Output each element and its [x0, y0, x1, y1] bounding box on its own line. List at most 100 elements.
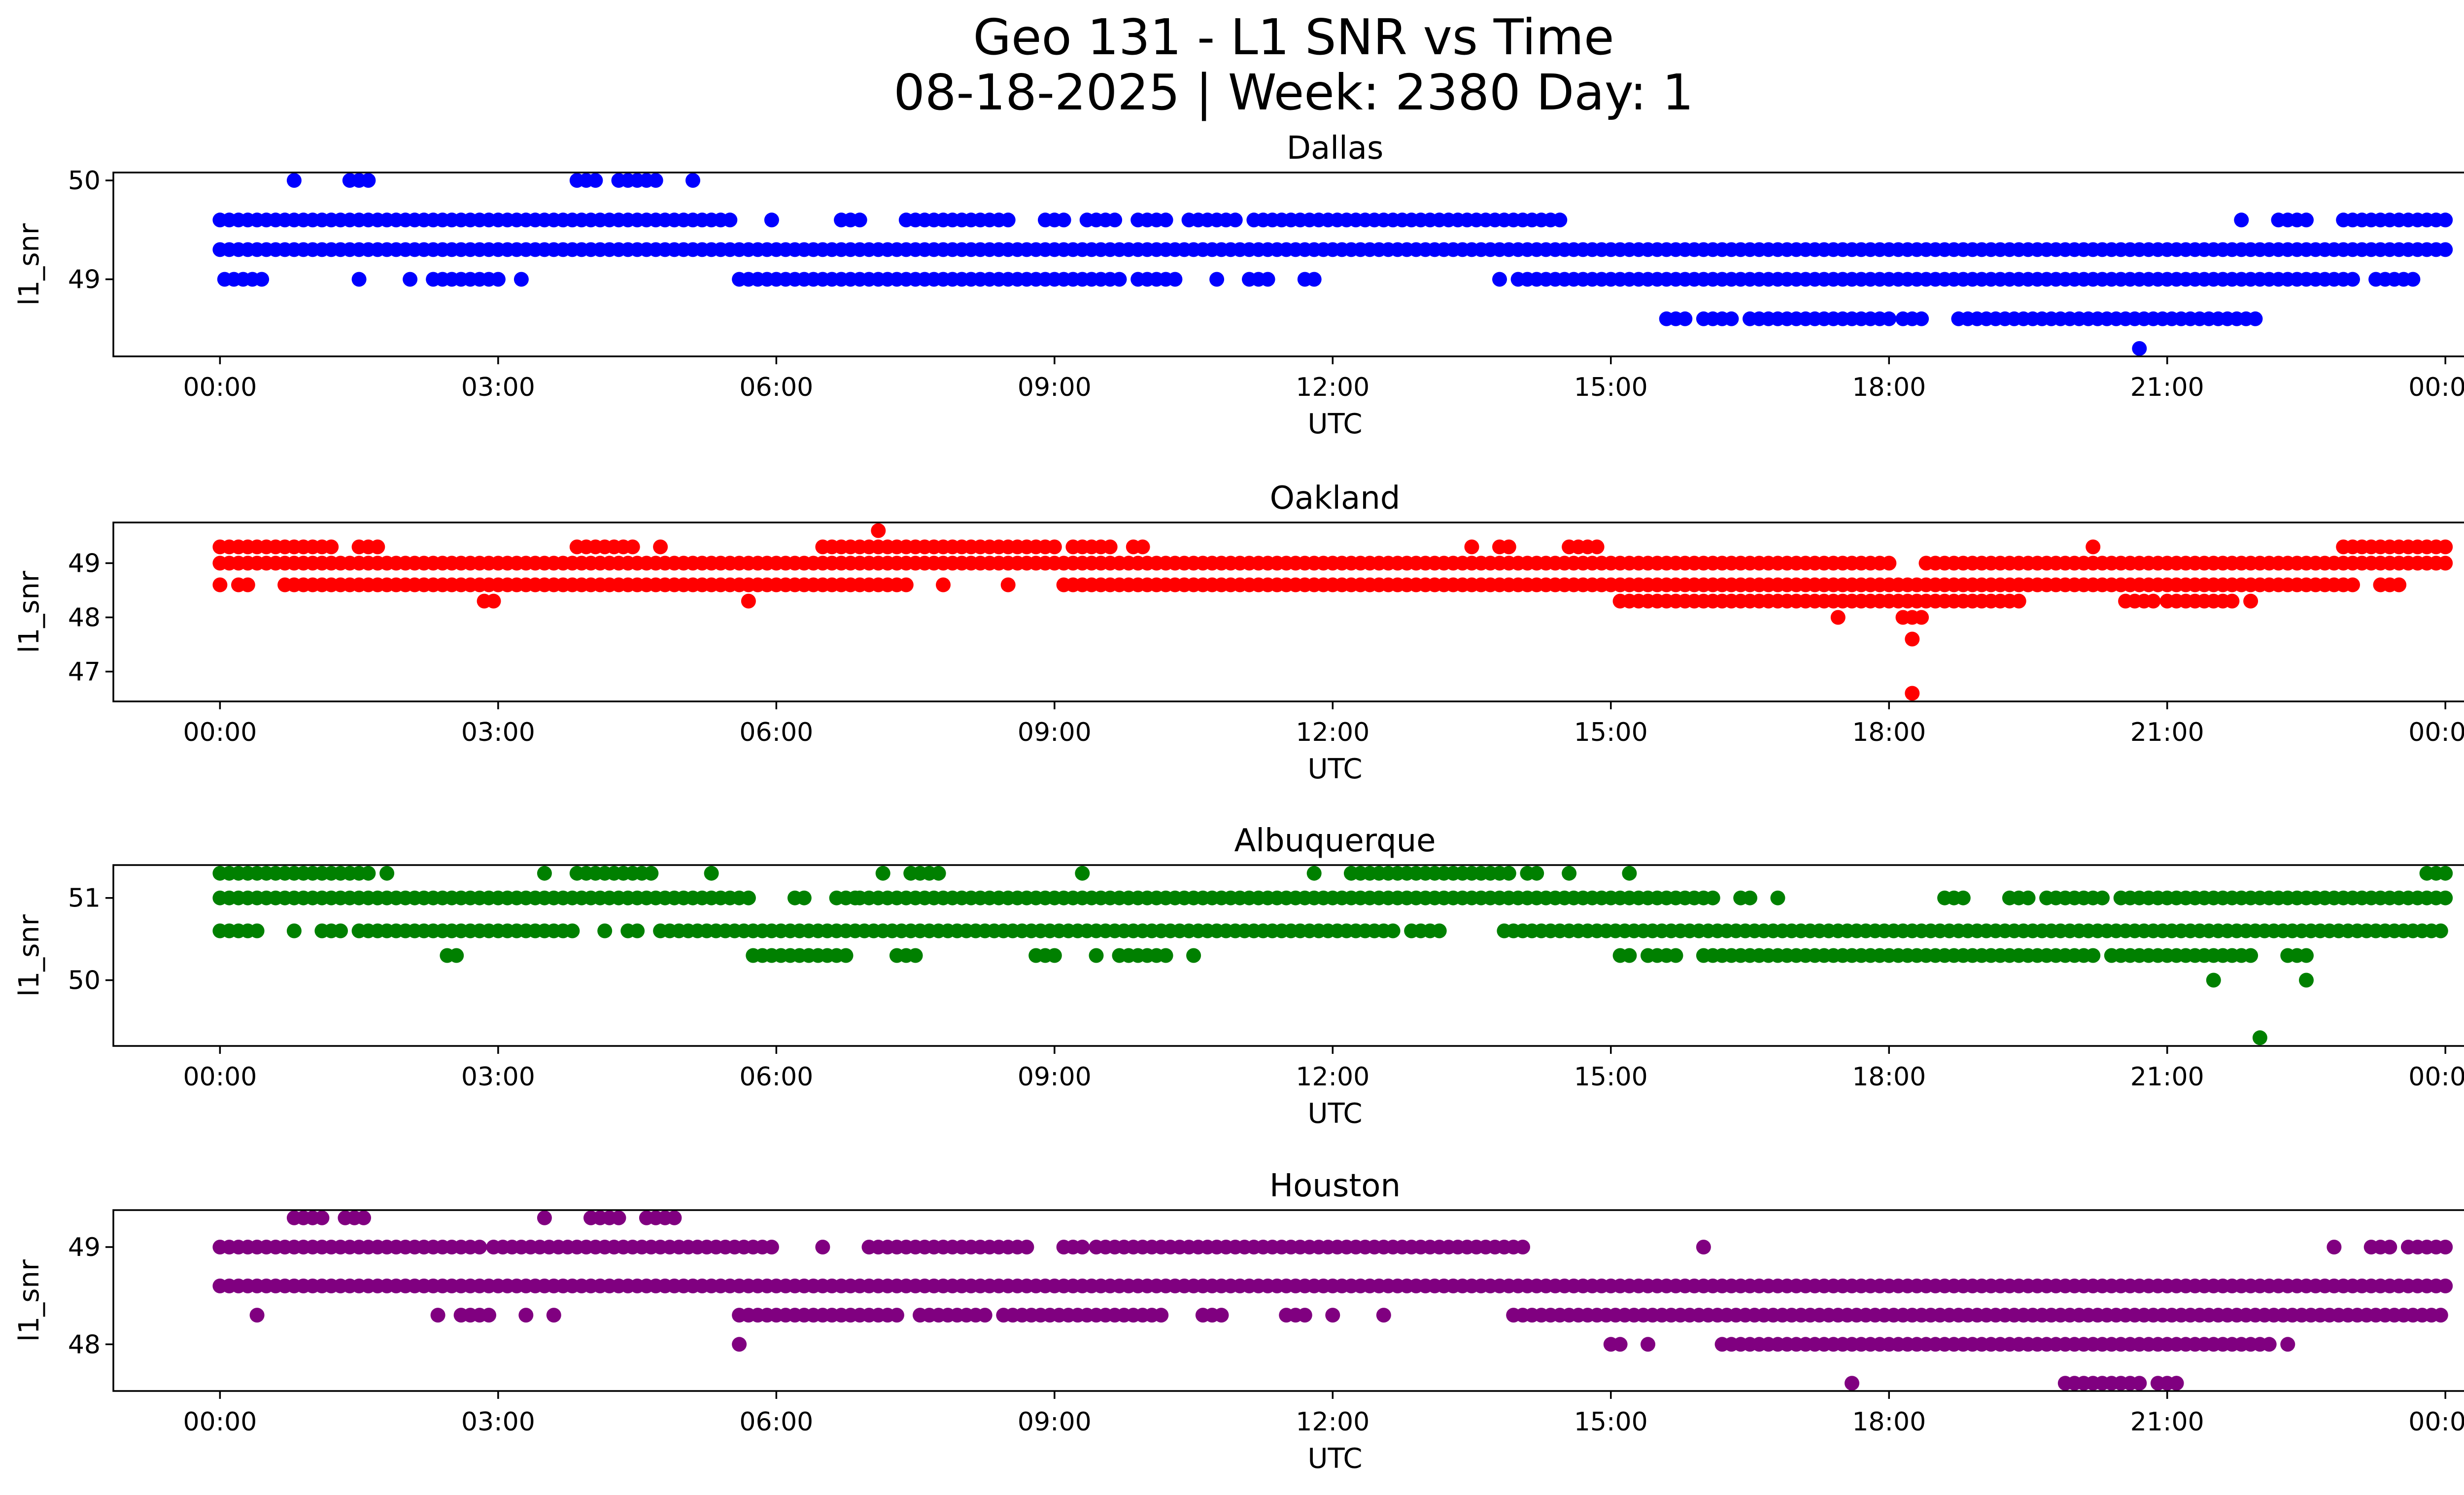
data-point [449, 948, 464, 963]
data-point [537, 1210, 552, 1225]
data-point [931, 866, 946, 881]
data-point [286, 923, 302, 939]
x-tick-label: 03:00 [461, 718, 535, 747]
data-point [1770, 890, 1785, 905]
figure-title-line-1: Geo 131 - L1 SNR vs Time [973, 8, 1614, 66]
data-point [1047, 539, 1062, 555]
data-point [1492, 272, 1507, 287]
data-point [1158, 212, 1173, 228]
data-point [481, 1308, 496, 1323]
data-point [741, 593, 756, 609]
data-point [1056, 212, 1071, 228]
data-point [1214, 1308, 1229, 1323]
figure-title-line-2: 08-18-2025 | Week: 2380 Day: 1 [893, 64, 1693, 121]
y-tick-label: 48 [68, 1330, 101, 1359]
data-point [1668, 948, 1683, 963]
data-point [889, 1308, 904, 1323]
data-point [1107, 212, 1123, 228]
x-tick-label: 15:00 [1574, 1407, 1648, 1437]
data-point [333, 923, 348, 939]
data-point [2382, 1240, 2397, 1254]
data-point [1325, 1308, 1340, 1323]
subplot-oakland: Oakland 00:00 03:00 06:00 09:00 12:00 15:00 18:… [13, 480, 2464, 785]
data-point [1552, 212, 1568, 228]
data-point [2243, 948, 2259, 963]
series-points [212, 1210, 2453, 1391]
data-point [1297, 1308, 1312, 1323]
data-point [2299, 948, 2314, 963]
data-point [351, 272, 367, 287]
data-point [2146, 593, 2161, 609]
data-point [2438, 539, 2453, 555]
data-point [630, 923, 645, 939]
data-point [2392, 577, 2407, 592]
data-point [1622, 948, 1637, 963]
data-point [2299, 973, 2314, 988]
data-point [2438, 1240, 2453, 1254]
data-point [2132, 341, 2147, 356]
data-point [2011, 593, 2026, 609]
data-point [1705, 890, 1720, 905]
x-tick-label: 00:00 [2408, 1407, 2464, 1437]
data-point [1158, 948, 1173, 963]
subplot-title: Houston [1269, 1168, 1401, 1204]
data-point [472, 1240, 487, 1254]
data-point [286, 173, 302, 188]
subplot-title: Albuquerque [1234, 823, 1436, 859]
data-point [764, 1240, 779, 1254]
data-point [1376, 1308, 1391, 1323]
subplot-dallas: Dallas 00:00 03:00 06:00 09:00 12:00 15:00 18:0… [13, 130, 2464, 440]
x-tick-label: 00:00 [2408, 718, 2464, 747]
data-point [1089, 948, 1104, 963]
data-point [2438, 242, 2453, 257]
data-point [490, 272, 506, 287]
data-point [2438, 556, 2453, 571]
x-tick-label: 06:00 [739, 373, 813, 402]
data-point [653, 539, 668, 555]
data-point [1529, 866, 1544, 881]
data-point [644, 866, 659, 881]
x-tick-label: 00:00 [183, 373, 257, 402]
data-point [1306, 866, 1322, 881]
data-point [379, 866, 395, 881]
data-point [1515, 1240, 1530, 1254]
data-point [1019, 1240, 1034, 1254]
x-tick-label: 12:00 [1296, 1062, 1369, 1092]
data-point [1622, 866, 1637, 881]
data-point [1501, 539, 1516, 555]
y-tick-label: 50 [68, 166, 101, 196]
data-point [1000, 577, 1016, 592]
data-point [1135, 539, 1150, 555]
y-axis-label: l1_snr [13, 1259, 45, 1342]
data-point [2345, 577, 2360, 592]
data-point [1075, 866, 1090, 881]
data-point [249, 1308, 265, 1323]
data-point [1501, 866, 1516, 881]
data-point [2299, 212, 2314, 228]
data-point [1845, 1376, 1859, 1391]
data-point [936, 577, 951, 592]
data-point [1641, 1337, 1655, 1352]
data-point [625, 539, 640, 555]
data-point [513, 272, 529, 287]
data-point [2438, 890, 2453, 905]
data-point [2438, 212, 2453, 228]
data-point [871, 523, 886, 538]
x-tick-label: 03:00 [461, 373, 535, 402]
data-point [588, 173, 603, 188]
data-point [314, 1210, 330, 1225]
data-point [732, 1337, 747, 1352]
y-tick-label: 48 [68, 603, 101, 633]
data-point [2438, 866, 2453, 881]
data-point [2327, 1240, 2342, 1254]
axes-frame [112, 1209, 2464, 1392]
data-point [1696, 1240, 1711, 1254]
x-axis-label: UTC [1307, 1098, 1362, 1130]
data-point [898, 577, 914, 592]
y-tick-label: 49 [68, 1233, 101, 1262]
data-point [2243, 593, 2259, 609]
data-point [565, 923, 580, 939]
data-point [1112, 272, 1127, 287]
y-tick-label: 47 [68, 658, 101, 687]
x-tick-label: 09:00 [1018, 373, 1092, 402]
